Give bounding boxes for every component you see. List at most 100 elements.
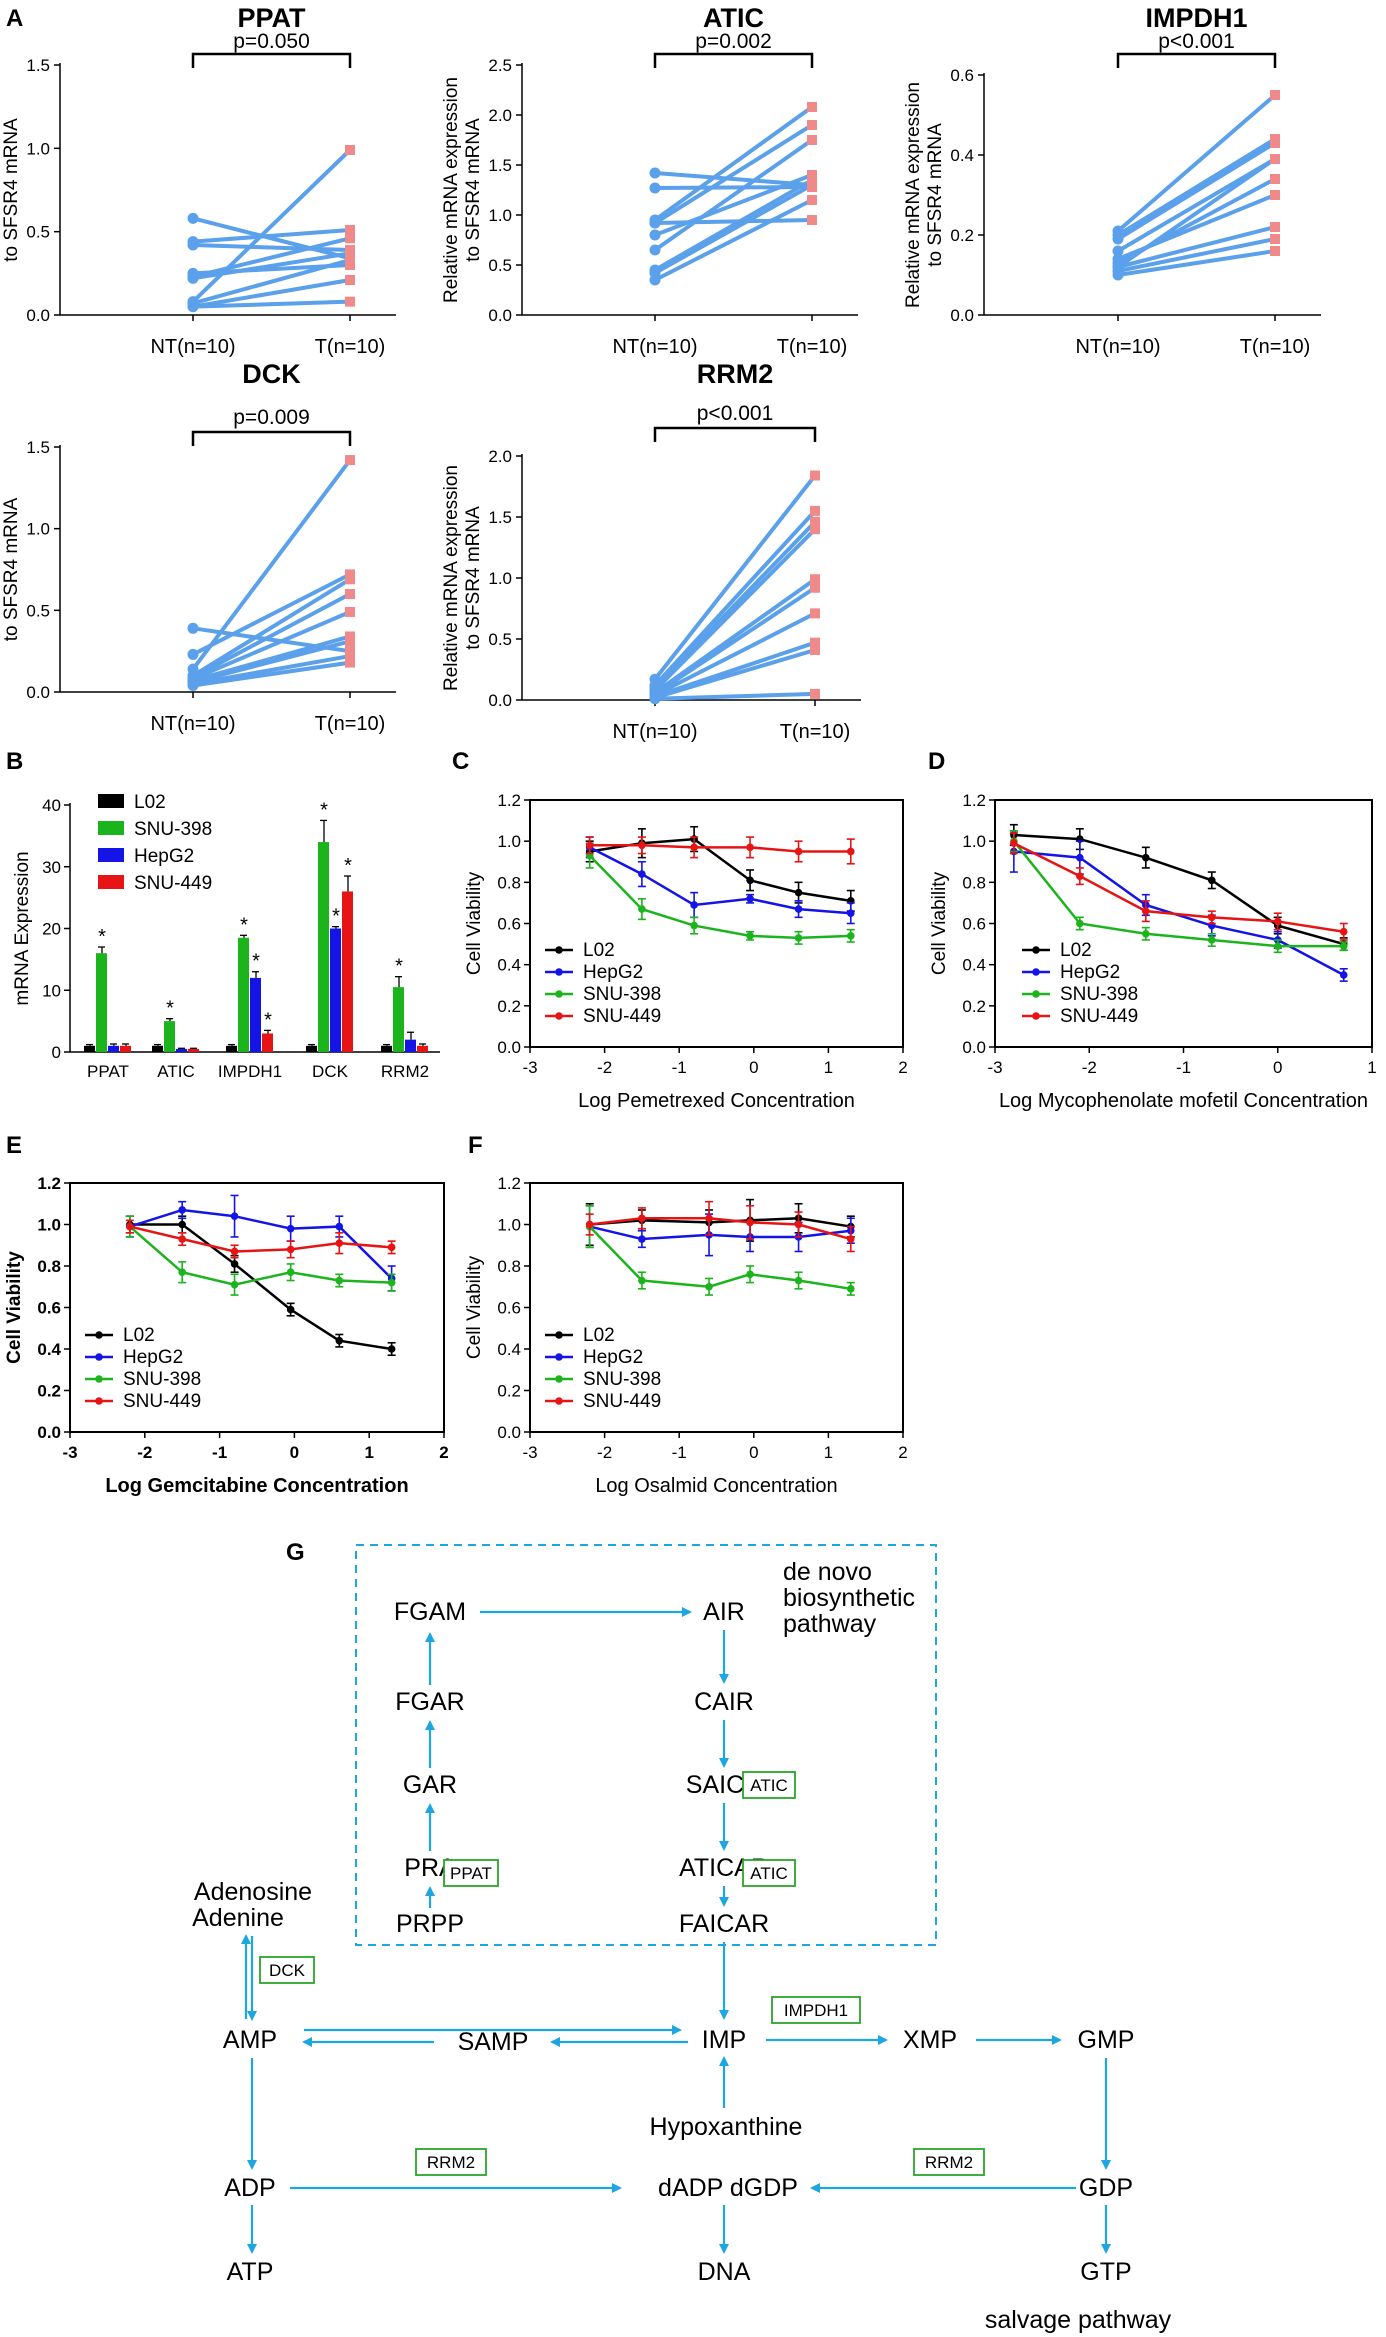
dck-pair-line bbox=[192, 639, 351, 685]
impdh1-ytick-label: 0.6 bbox=[950, 66, 974, 85]
b-ylabel: mRNA Expression bbox=[12, 851, 33, 1005]
c-series-line-snu-449 bbox=[589, 844, 851, 853]
c-series-line-snu-398 bbox=[588, 854, 851, 940]
b-legend-swatch-hepg2 bbox=[98, 848, 124, 862]
c-data-point-snu-398 bbox=[794, 934, 803, 942]
b-significance-star: * bbox=[240, 914, 248, 936]
impdh1-t-point bbox=[1270, 246, 1280, 256]
impdh1-pair-line bbox=[1117, 249, 1276, 277]
panel-letter-e: E bbox=[6, 1132, 22, 1159]
enzyme-rrm2-1: RRM2 bbox=[427, 2153, 475, 2172]
panel-letter-c: C bbox=[452, 748, 469, 775]
atic-ytick-label: 2.0 bbox=[488, 106, 512, 125]
atic-t-point bbox=[807, 135, 817, 145]
f-legend-marker-hepg2 bbox=[555, 1353, 563, 1361]
dck-t-point bbox=[345, 589, 355, 599]
atic-pair-line bbox=[653, 105, 814, 222]
e-data-point-snu-398 bbox=[387, 1278, 396, 1287]
dck-xtick-label: T(n=10) bbox=[315, 713, 386, 735]
rrm2-ytick-label: 2.0 bbox=[488, 447, 512, 466]
b-legend-label: HepG2 bbox=[134, 846, 194, 867]
d-legend-marker-l02 bbox=[1032, 946, 1040, 954]
b-category-label: ATIC bbox=[157, 1062, 194, 1081]
dck-t-point bbox=[345, 574, 355, 585]
b-bar-snu-398 bbox=[318, 842, 329, 1052]
dck-pair-line bbox=[191, 577, 352, 678]
atic-nt-point bbox=[649, 182, 661, 194]
atic-t-point bbox=[807, 102, 817, 112]
ppat-nt-point bbox=[187, 272, 199, 284]
ppat-significance-bracket bbox=[191, 52, 352, 68]
ppat-pair-line bbox=[192, 278, 351, 309]
c-ytick-label: 0.2 bbox=[497, 997, 521, 1016]
e-data-point-snu-398 bbox=[178, 1268, 186, 1277]
c-data-point-snu-398 bbox=[746, 932, 754, 940]
chart-e-gemcitabine: 0.0 0.2 0.4 0.6 0.8 1.0 1.2 -3 -2 -1 0 1 2 Log Gemcit… bbox=[4, 1174, 449, 1497]
e-ytick-label: 1.2 bbox=[37, 1174, 61, 1193]
c-ytick-label: 1.0 bbox=[497, 832, 521, 851]
c-ytick-label: 0.6 bbox=[497, 915, 521, 934]
enzyme-ppat: PPAT bbox=[450, 1864, 492, 1883]
c-data-point-snu-398 bbox=[846, 932, 855, 940]
f-series-line-snu-398 bbox=[588, 1225, 851, 1291]
e-ytick-label: 0.4 bbox=[37, 1340, 61, 1359]
impdh1-t-point bbox=[1270, 174, 1280, 184]
e-data-point-hepg2 bbox=[335, 1222, 344, 1231]
b-bar-l02 bbox=[306, 1045, 317, 1052]
e-data-point-hepg2 bbox=[178, 1206, 186, 1214]
e-ytick-label: 0.0 bbox=[37, 1423, 61, 1442]
ppat-pair-line bbox=[191, 148, 352, 304]
e-legend-marker-l02 bbox=[95, 1331, 103, 1339]
rrm2-pair-line bbox=[653, 509, 817, 687]
node-amp: AMP bbox=[223, 2026, 277, 2054]
c-legend-label: SNU-398 bbox=[583, 984, 661, 1005]
rrm2-pair-line bbox=[653, 527, 817, 692]
f-series-line-hepg2 bbox=[589, 1225, 851, 1241]
pathway-arrows bbox=[241, 1607, 1111, 2254]
dck-nt-point bbox=[187, 679, 199, 691]
atic-nt-point bbox=[649, 244, 661, 256]
e-ytick-label: 1.0 bbox=[37, 1216, 61, 1235]
f-xtick-label: -2 bbox=[597, 1443, 612, 1462]
rrm2-title: RRM2 bbox=[697, 359, 774, 389]
impdh1-ylabel-line2: to SFSR4 mRNA bbox=[925, 123, 946, 267]
chart-c-pemetrexed: 0.0 0.2 0.4 0.6 0.8 1.0 1.2 -3 -2 -1 0 1 2 Log Pemetr… bbox=[464, 791, 908, 1112]
e-legend-label: HepG2 bbox=[123, 1347, 183, 1368]
de-novo-label-2: biosynthetic bbox=[783, 1584, 915, 1612]
c-legend-label: L02 bbox=[583, 940, 615, 961]
ppat-nt-point bbox=[187, 212, 199, 224]
impdh1-pair-line bbox=[1117, 225, 1276, 269]
e-ytick-label: 0.2 bbox=[37, 1382, 61, 1401]
d-data-point-hepg2 bbox=[1076, 853, 1084, 862]
d-data-point-snu-449 bbox=[1273, 917, 1282, 926]
enzyme-impdh1: IMPDH1 bbox=[784, 2001, 848, 2020]
f-ytick-label: 0.2 bbox=[497, 1382, 521, 1401]
ppat-nt-point bbox=[187, 301, 199, 313]
impdh1-pair-line bbox=[1116, 141, 1277, 241]
enzyme-atic-1: ATIC bbox=[750, 1776, 787, 1795]
f-ytick-label: 1.0 bbox=[497, 1216, 521, 1235]
e-ylabel: Cell Viability bbox=[4, 1251, 25, 1364]
node-gtp: GTP bbox=[1080, 2258, 1131, 2286]
c-data-point-snu-449 bbox=[690, 843, 698, 852]
ppat-pair-line bbox=[192, 299, 351, 309]
b-bar-snu-398 bbox=[238, 937, 249, 1052]
atic-t-point bbox=[807, 180, 817, 190]
f-data-point-snu-449 bbox=[638, 1214, 646, 1223]
d-data-point-snu-449 bbox=[1339, 927, 1348, 936]
rrm2-ylabel-line1: Relative mRNA expression bbox=[441, 465, 462, 691]
d-series-line-snu-449 bbox=[1013, 842, 1344, 933]
rrm2-nt-point bbox=[649, 693, 661, 705]
enzyme-box-rrm2-1 bbox=[415, 2148, 487, 2176]
dck-ytick-label: 1.5 bbox=[26, 438, 50, 457]
rrm2-ytick-label: 1.5 bbox=[488, 508, 512, 527]
f-data-point-snu-449 bbox=[705, 1214, 713, 1223]
e-xtick-label: -1 bbox=[212, 1443, 227, 1462]
e-data-point-hepg2 bbox=[230, 1212, 239, 1220]
node-fgam: FGAM bbox=[394, 1598, 466, 1626]
rrm2-pair-line bbox=[654, 640, 816, 699]
rrm2-t-point bbox=[810, 644, 820, 655]
dck-t-point bbox=[345, 651, 355, 662]
b-significance-star: * bbox=[395, 956, 403, 978]
rrm2-pvalue: p<0.001 bbox=[697, 402, 774, 425]
